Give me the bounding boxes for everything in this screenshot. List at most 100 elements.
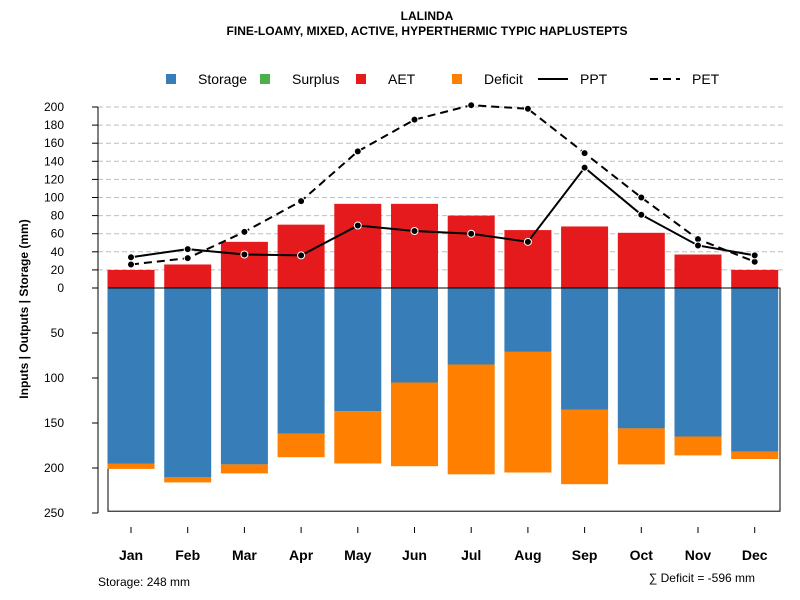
legend-label: Storage bbox=[198, 71, 247, 87]
deficit-bar bbox=[334, 411, 382, 464]
deficit-bar bbox=[107, 463, 155, 469]
y-axis-label: Inputs | Outputs | Storage (mm) bbox=[17, 219, 31, 398]
month-label: Sep bbox=[572, 547, 598, 563]
aet-bar bbox=[220, 241, 268, 288]
pet-point bbox=[637, 193, 646, 202]
y-axis: 0 20 40 60 80 100 120 140 160 180 200 50 100 150 200 25… bbox=[44, 100, 99, 520]
ppt-point bbox=[580, 163, 589, 172]
ppt-point bbox=[297, 251, 306, 260]
ppt-point bbox=[127, 253, 135, 262]
month-label: Jun bbox=[402, 547, 427, 563]
y-tick-label: 200 bbox=[44, 461, 64, 475]
storage-bar bbox=[391, 288, 438, 383]
storage-bar bbox=[731, 288, 779, 452]
storage-bar bbox=[504, 288, 552, 352]
ppt-point bbox=[183, 245, 192, 254]
storage-bar bbox=[674, 288, 722, 437]
ppt-point bbox=[750, 251, 759, 260]
storage-bar bbox=[447, 288, 495, 365]
y-tick-label: 60 bbox=[51, 227, 65, 241]
deficit-bar bbox=[617, 428, 665, 465]
deficit-bar bbox=[447, 364, 495, 475]
legend-label: AET bbox=[388, 71, 416, 87]
ppt-point bbox=[637, 210, 646, 219]
deficit-bar bbox=[220, 464, 268, 474]
deficit-bar bbox=[504, 351, 552, 473]
y-tick-label: 0 bbox=[57, 281, 64, 295]
month-label: Jan bbox=[119, 547, 143, 563]
y-tick-label: 120 bbox=[44, 172, 64, 186]
y-tick-label: 100 bbox=[44, 371, 64, 385]
storage-bar bbox=[617, 288, 665, 429]
month-label: Nov bbox=[685, 547, 712, 563]
deficit-bar bbox=[674, 436, 722, 456]
month-label: May bbox=[344, 547, 371, 563]
pet-point bbox=[580, 149, 589, 158]
deficit-footer: ∑ Deficit = -596 mm bbox=[649, 571, 755, 585]
storage-bar bbox=[334, 288, 382, 412]
month-label: Apr bbox=[289, 547, 314, 563]
pet-point bbox=[410, 115, 419, 124]
y-tick-label: 160 bbox=[44, 136, 64, 150]
deficit-bar bbox=[277, 433, 325, 458]
aet-bar bbox=[334, 203, 382, 288]
gridlines bbox=[98, 106, 785, 271]
y-tick-label: 40 bbox=[51, 245, 65, 259]
legend-label: PPT bbox=[580, 71, 608, 87]
y-tick-label: 150 bbox=[44, 416, 64, 430]
pet-point bbox=[240, 227, 249, 236]
ppt-point bbox=[240, 250, 249, 259]
month-label: Mar bbox=[232, 547, 257, 563]
y-tick-label: 140 bbox=[44, 154, 64, 168]
storage-bar bbox=[164, 288, 212, 477]
legend-swatch bbox=[166, 74, 176, 84]
aet-bar bbox=[731, 269, 779, 288]
pet-point bbox=[523, 104, 532, 113]
storage-bar bbox=[561, 288, 609, 410]
y-tick-label: 180 bbox=[44, 118, 64, 132]
pet-point bbox=[297, 197, 306, 206]
storage-bar bbox=[220, 288, 268, 465]
chart-subtitle: FINE-LOAMY, MIXED, ACTIVE, HYPERTHERMIC … bbox=[227, 24, 628, 38]
month-label: Jul bbox=[461, 547, 481, 563]
aet-bar bbox=[674, 254, 722, 288]
aet-bar bbox=[447, 215, 495, 288]
legend-label: PET bbox=[692, 71, 720, 87]
aet-bar bbox=[107, 269, 155, 288]
aet-bar bbox=[617, 232, 665, 288]
ppt-point bbox=[410, 226, 419, 235]
deficit-bar bbox=[391, 382, 438, 467]
y-tick-label: 80 bbox=[51, 209, 65, 223]
bars bbox=[107, 203, 779, 485]
x-axis: Jan Feb Mar Apr May Jun Jul Aug Sep Oct Nov Dec bbox=[119, 527, 768, 563]
aet-bar bbox=[561, 226, 609, 288]
y-tick-label: 50 bbox=[51, 326, 65, 340]
month-label: Feb bbox=[175, 547, 200, 563]
aet-bar bbox=[164, 264, 212, 288]
legend: Storage Surplus AET Deficit PPT PET bbox=[166, 71, 720, 87]
ppt-point bbox=[523, 237, 532, 246]
pet-point bbox=[183, 254, 192, 263]
storage-bar bbox=[107, 288, 155, 464]
legend-swatch bbox=[356, 74, 366, 84]
y-tick-label: 20 bbox=[51, 263, 65, 277]
legend-label: Surplus bbox=[292, 71, 339, 87]
y-tick-label: 250 bbox=[44, 506, 64, 520]
pet-point bbox=[353, 147, 362, 156]
storage-footer: Storage: 248 mm bbox=[98, 575, 190, 589]
month-label: Aug bbox=[514, 547, 541, 563]
y-tick-label: 100 bbox=[44, 191, 64, 205]
pet-line bbox=[130, 104, 756, 266]
ppt-point bbox=[353, 221, 362, 230]
deficit-bar bbox=[164, 477, 212, 483]
month-label: Dec bbox=[742, 547, 768, 563]
ppt-point bbox=[467, 229, 476, 238]
month-label: Oct bbox=[630, 547, 654, 563]
legend-label: Deficit bbox=[484, 71, 523, 87]
deficit-bar bbox=[561, 409, 609, 485]
legend-swatch bbox=[452, 74, 462, 84]
chart-title: LALINDA bbox=[401, 9, 454, 23]
pet-point bbox=[127, 260, 135, 269]
series-lines bbox=[127, 101, 759, 269]
